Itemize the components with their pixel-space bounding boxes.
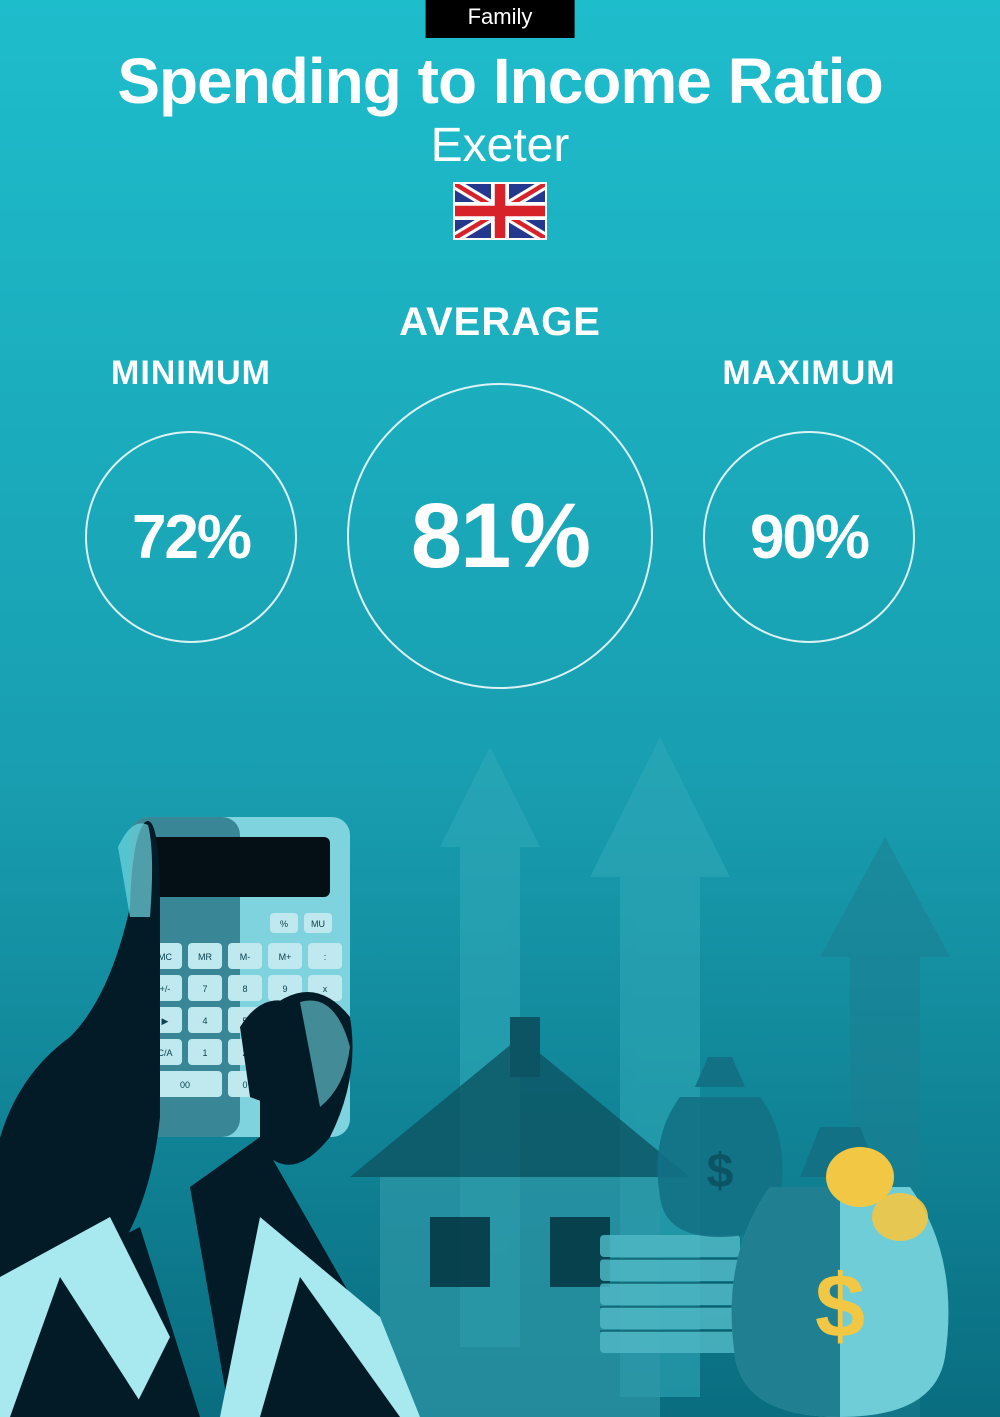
stat-average-circle: 81% [347, 383, 653, 689]
svg-text:M-: M- [240, 952, 251, 962]
svg-text:$: $ [707, 1145, 734, 1198]
svg-text:x: x [323, 984, 328, 994]
svg-text:1: 1 [202, 1048, 207, 1058]
stat-minimum: MINIMUM 72% [85, 300, 297, 643]
stat-maximum-value: 90% [750, 502, 868, 573]
svg-text:00: 00 [180, 1080, 190, 1090]
svg-text:▶: ▶ [162, 1016, 169, 1026]
stat-maximum-label: MAXIMUM [722, 354, 895, 393]
svg-text::: : [324, 952, 327, 962]
svg-text:MU: MU [311, 919, 325, 929]
svg-text:MC: MC [158, 952, 172, 962]
stat-maximum-circle: 90% [703, 431, 915, 643]
svg-text:0: 0 [242, 1080, 247, 1090]
page-title: Spending to Income Ratio [0, 44, 1000, 118]
svg-text:+/-: +/- [160, 984, 171, 994]
stat-average: AVERAGE 81% [347, 300, 653, 689]
stat-minimum-label: MINIMUM [111, 354, 271, 393]
svg-text:8: 8 [242, 984, 247, 994]
stat-minimum-value: 72% [132, 502, 250, 573]
svg-text:M+: M+ [279, 952, 292, 962]
city-label: Exeter [0, 118, 1000, 173]
stats-row: MINIMUM 72% AVERAGE 81% MAXIMUM 90% [0, 300, 1000, 689]
svg-text:9: 9 [282, 984, 287, 994]
category-tag: Family [426, 0, 575, 38]
svg-text:4: 4 [202, 1016, 207, 1026]
illustration: $ $ [0, 717, 1000, 1417]
stat-average-value: 81% [411, 484, 589, 589]
svg-text:7: 7 [202, 984, 207, 994]
svg-text:$: $ [815, 1257, 865, 1357]
stat-maximum: MAXIMUM 90% [703, 300, 915, 643]
svg-text:MR: MR [198, 952, 212, 962]
uk-flag-icon [453, 182, 547, 240]
svg-text:%: % [280, 919, 288, 929]
stat-minimum-circle: 72% [85, 431, 297, 643]
stat-average-label: AVERAGE [399, 300, 601, 345]
